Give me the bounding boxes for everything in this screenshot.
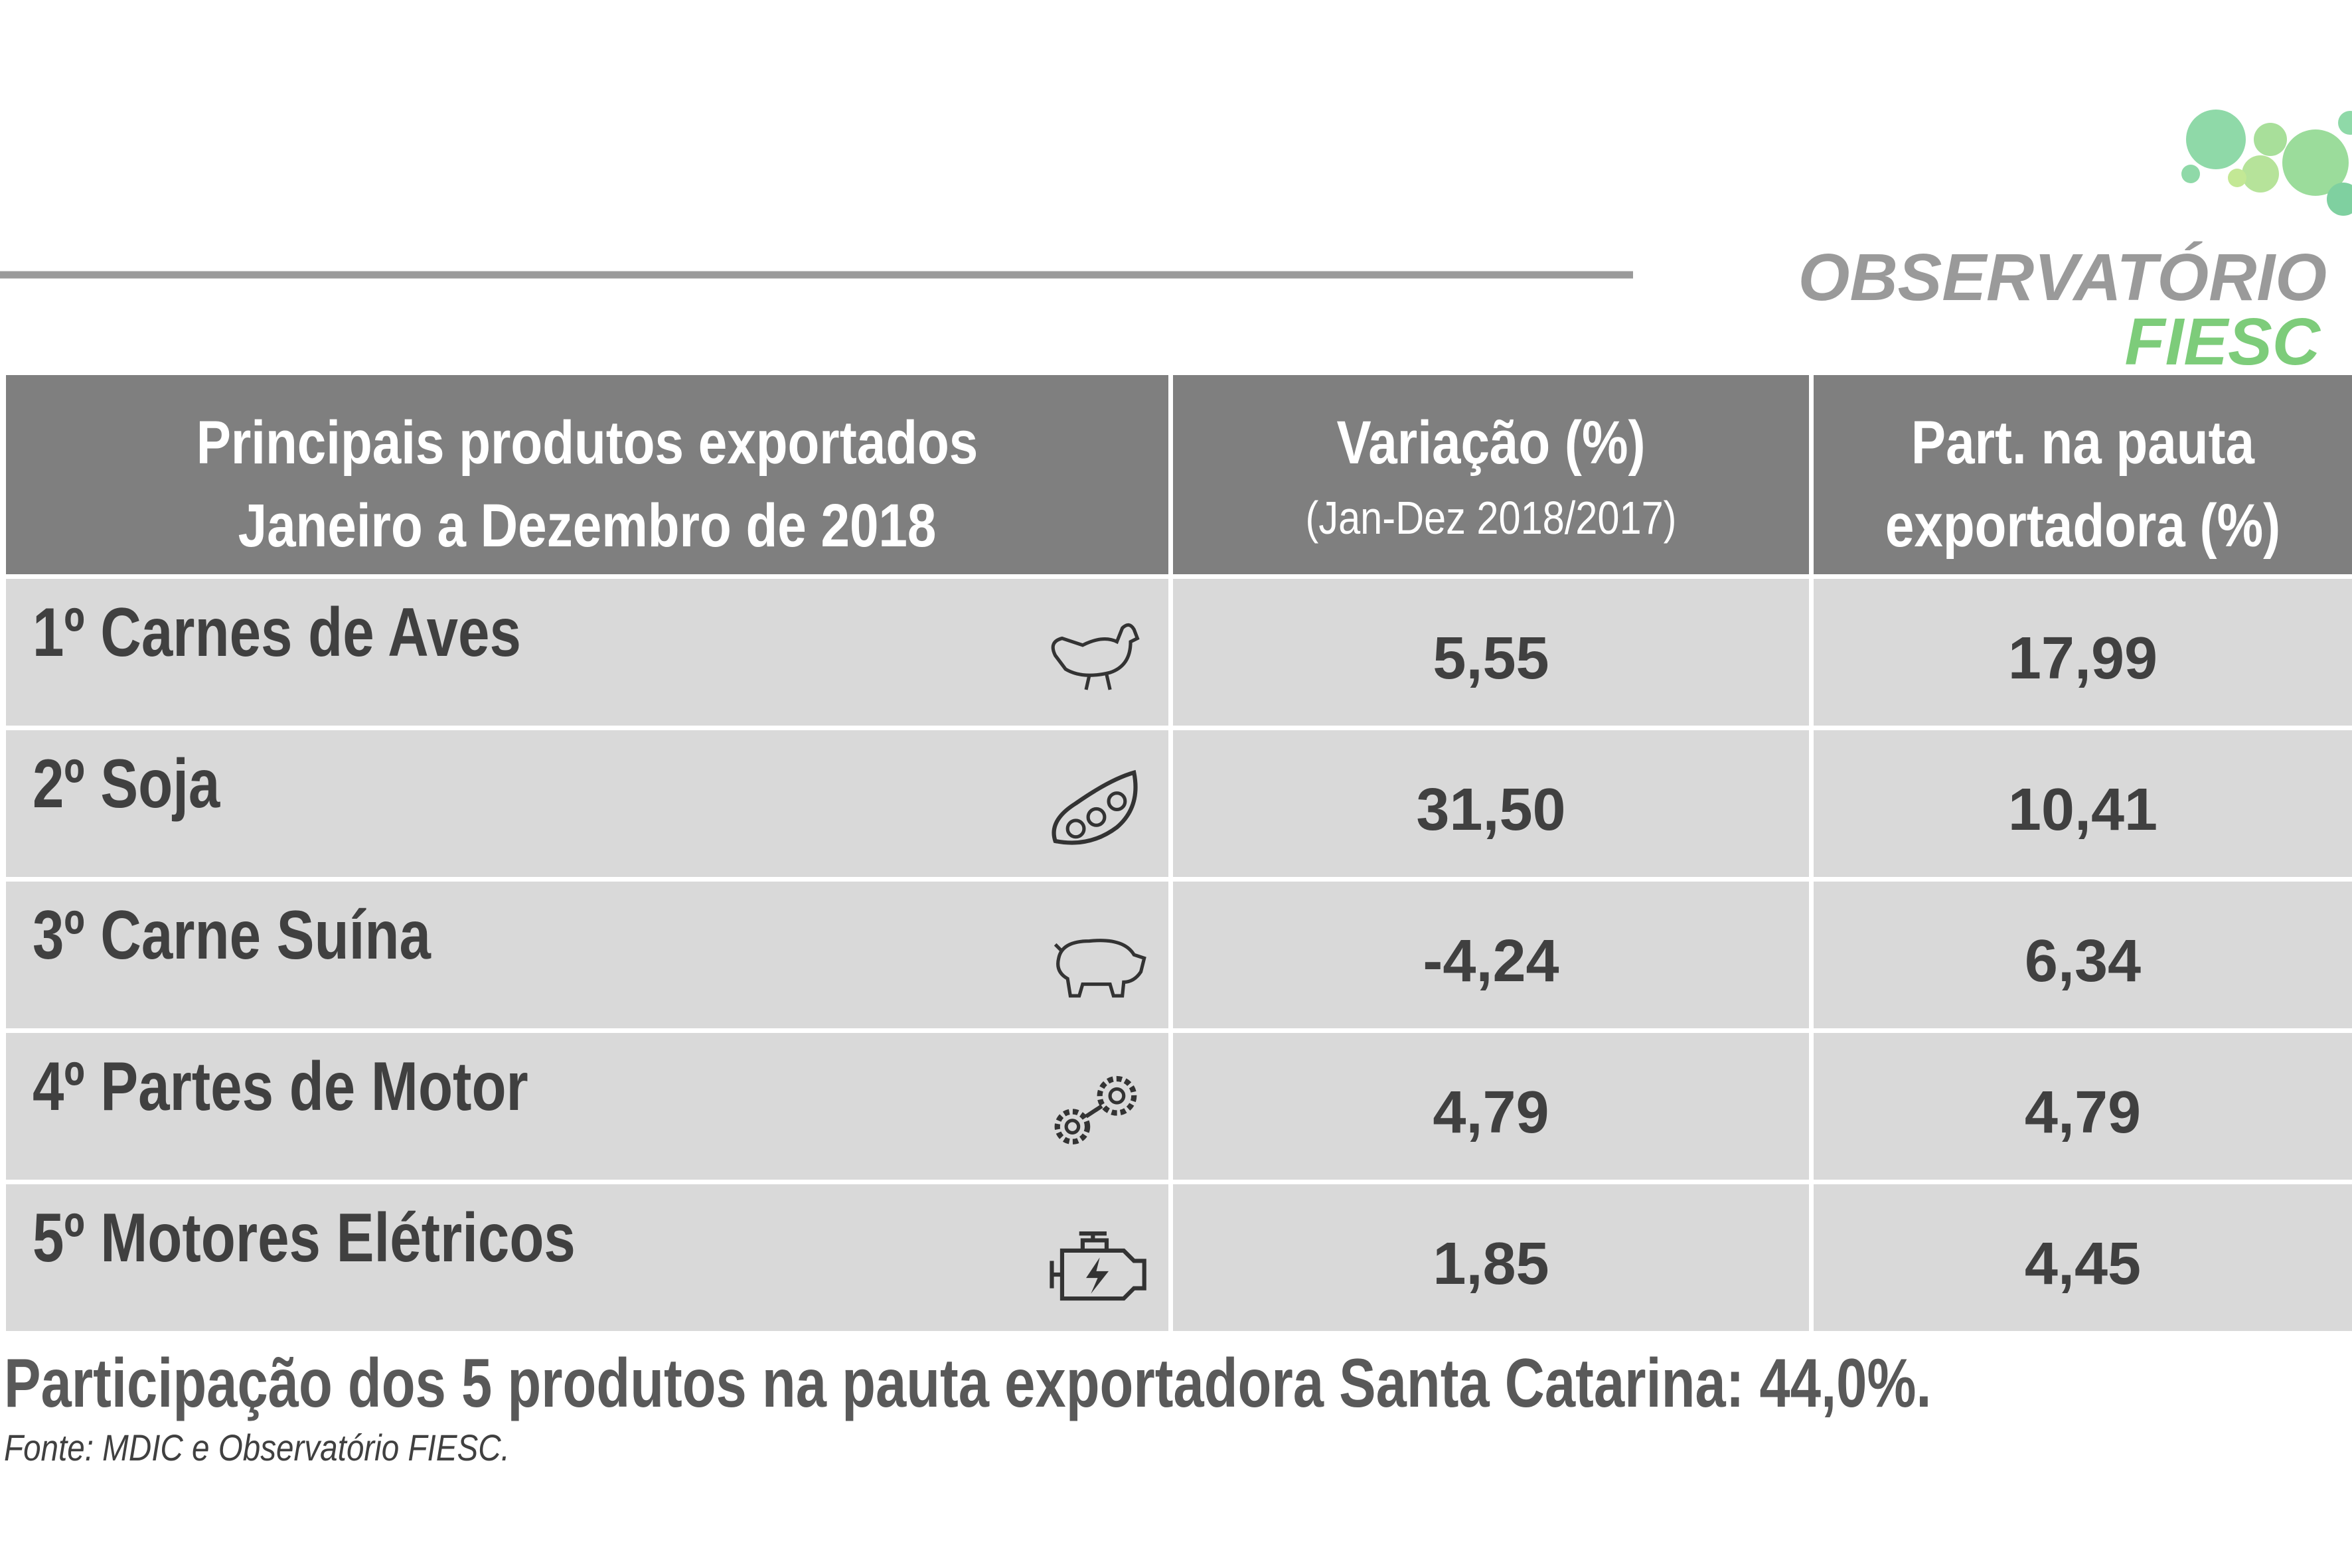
logo-title: OBSERVATÓRIO [1798, 240, 2327, 315]
table-cell: 6,34 [1814, 882, 2352, 1028]
table-cell: 2º Soja [6, 730, 1168, 877]
share-value: 10,41 [2007, 777, 2158, 843]
share-value: 4,45 [2024, 1231, 2142, 1297]
header-line: Janeiro a Dezembro de 2018 [238, 492, 937, 560]
product-name: 4º Partes de Motor [33, 1048, 528, 1125]
summary: Participação dos 5 produtos na pauta exp… [4, 1345, 1932, 1422]
logo-bubbles [2181, 110, 2352, 216]
header-line: (Jan-Dez 2018/2017) [1305, 492, 1677, 544]
header-line: Variação (%) [1336, 409, 1646, 477]
table-cell: 31,50 [1173, 730, 1809, 877]
header-line: Part. na pauta [1911, 409, 2255, 477]
variation-value: -4,24 [1423, 928, 1559, 994]
product-name: 2º Soja [33, 745, 220, 823]
table-cell: 4,45 [1814, 1184, 2352, 1331]
table-cell: 5,55 [1173, 579, 1809, 726]
table-cell: 4º Partes de Motor [6, 1033, 1168, 1180]
table-cell: 1,85 [1173, 1184, 1809, 1331]
header-cell: Principais produtos exportados Janeiro a … [6, 375, 1168, 574]
product-name: 1º Carnes de Aves [33, 594, 521, 671]
share-value: 6,34 [2024, 928, 2142, 994]
product-icon [1050, 1231, 1146, 1301]
share-value: 17,99 [2007, 625, 2158, 692]
share-value: 4,79 [2024, 1079, 2142, 1146]
product-icon [1054, 1075, 1137, 1144]
logo-subtitle: FIESC [2125, 305, 2321, 379]
table-cell: 1º Carnes de Aves [6, 579, 1168, 726]
product-icon [1054, 939, 1146, 998]
table-cell: 3º Carne Suína [6, 882, 1168, 1028]
product-name: 3º Carne Suína [33, 897, 431, 974]
source: Fonte: MDIC e Observatório FIESC. [4, 1427, 510, 1468]
table-cell: -4,24 [1173, 882, 1809, 1028]
header-cell: Variação (%) (Jan-Dez 2018/2017) [1173, 375, 1809, 574]
variation-value: 31,50 [1416, 777, 1566, 843]
variation-value: 5,55 [1433, 625, 1549, 692]
product-icon [1051, 623, 1140, 690]
table-cell: 5º Motores Elétricos [6, 1184, 1168, 1331]
variation-value: 1,85 [1433, 1231, 1549, 1297]
header-line: exportadora (%) [1885, 492, 2281, 560]
product-name: 5º Motores Elétricos [33, 1200, 576, 1277]
variation-value: 4,79 [1433, 1079, 1549, 1146]
header-cell: Part. na pauta exportadora (%) [1814, 375, 2352, 574]
table-cell: 4,79 [1814, 1033, 2352, 1180]
table-cell: 10,41 [1814, 730, 2352, 877]
table-cell: 4,79 [1173, 1033, 1809, 1180]
table-cell: 17,99 [1814, 579, 2352, 726]
header-line: Principais produtos exportados [196, 409, 979, 477]
product-icon [1052, 769, 1138, 845]
